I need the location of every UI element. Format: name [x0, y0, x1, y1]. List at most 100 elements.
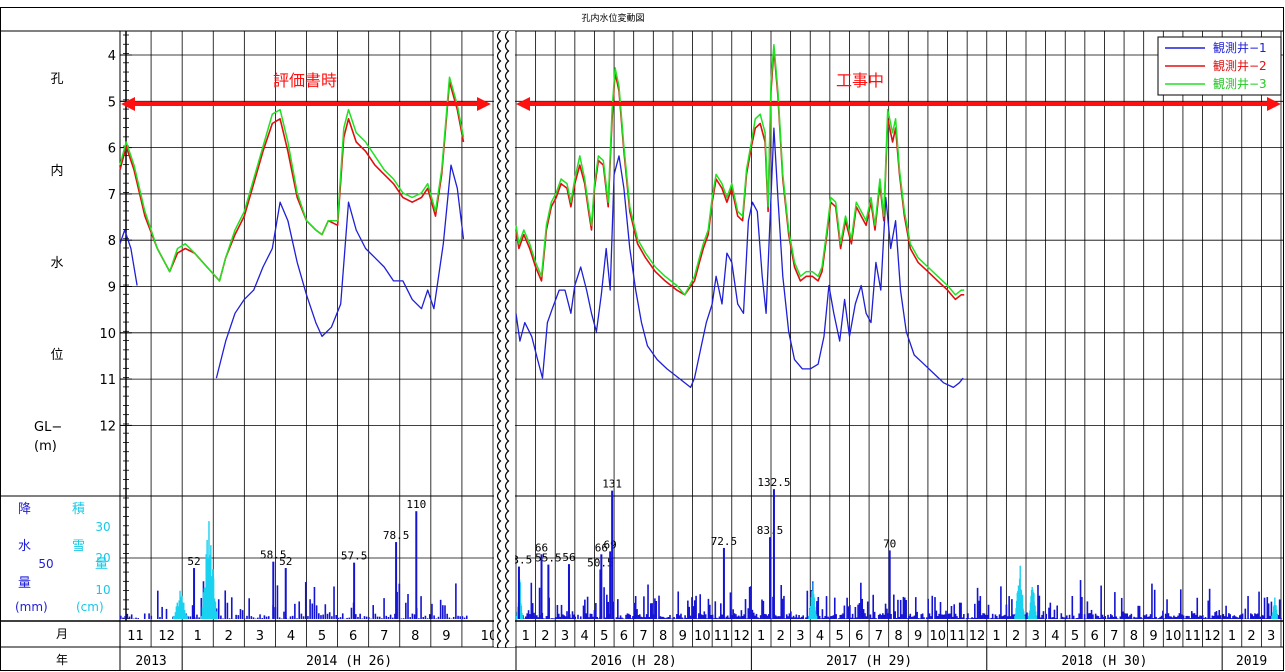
snow-bar	[520, 605, 523, 619]
rain-bar	[313, 586, 316, 619]
rain-bar	[1104, 616, 1107, 619]
rain-bar	[916, 611, 918, 619]
rain-bar	[689, 615, 692, 619]
rain-bar	[239, 609, 242, 619]
rain-bar	[684, 615, 686, 619]
rain-bar	[1119, 616, 1122, 619]
rain-bar	[931, 595, 934, 619]
rain-bar	[743, 614, 745, 619]
rain-bar	[1098, 617, 1101, 619]
rain-bar	[1024, 614, 1027, 619]
rain-bar	[1009, 616, 1012, 619]
rain-bar	[939, 602, 942, 619]
rain-bar	[880, 615, 883, 619]
rain-bar	[816, 601, 818, 619]
rain-bar	[710, 615, 712, 619]
snow-bar	[521, 615, 524, 619]
rain-bar	[1079, 580, 1082, 619]
rain-bar	[898, 616, 901, 619]
year-label: 2017 (H 29)	[826, 654, 912, 669]
snow-label-char-2: 雪	[72, 539, 85, 554]
rain-bar	[840, 614, 843, 619]
rain-bar	[902, 596, 905, 619]
rain-bar	[402, 618, 405, 619]
rain-bar	[411, 613, 414, 619]
rain-bar	[735, 614, 737, 619]
month-label: 6	[620, 629, 628, 644]
rain-bar	[695, 595, 697, 619]
rain-bar	[895, 617, 898, 619]
rain-bar	[975, 617, 977, 619]
period-arrow-assessment-head-left	[121, 97, 135, 111]
rain-bar	[526, 613, 528, 619]
rain-bar	[1053, 609, 1056, 619]
rain-bar	[991, 613, 994, 619]
snow-bar	[176, 602, 178, 619]
rain-bar	[1087, 613, 1090, 619]
rain-bar	[250, 616, 253, 619]
rain-bar	[949, 613, 951, 619]
month-label: 10	[694, 629, 711, 644]
rain-bar	[861, 598, 864, 619]
axis-break-right	[504, 30, 510, 652]
rain-bar	[796, 617, 799, 619]
rain-bar	[590, 613, 593, 619]
snow-bar	[202, 592, 205, 619]
rain-bar	[1137, 605, 1140, 619]
month-label: 7	[639, 629, 647, 644]
rain-bar	[1083, 614, 1086, 619]
rain-tick-50: 50	[38, 557, 53, 571]
month-label: 2	[1247, 629, 1255, 644]
snow-bar	[1035, 615, 1038, 619]
rain-bar	[339, 617, 342, 619]
rain-bar	[1200, 615, 1203, 619]
rain-bar	[629, 614, 631, 619]
rain-bar	[673, 617, 675, 619]
rain-bar	[465, 615, 468, 619]
rain-bar	[636, 609, 638, 619]
rain-bar	[1188, 616, 1190, 619]
year-label: 2014 (H 26)	[306, 654, 392, 669]
rain-bar	[730, 615, 733, 619]
period-arrow-construction-head-left	[516, 97, 530, 111]
rain-bar	[241, 610, 244, 619]
rain-bar	[259, 614, 261, 619]
rain-bar	[1204, 617, 1207, 619]
rain-bar	[637, 615, 640, 619]
rain-bar	[1186, 615, 1189, 619]
rain-bar	[196, 614, 198, 619]
rain-bar	[1060, 613, 1063, 619]
rain-bar	[677, 591, 680, 619]
month-label: 1	[522, 629, 530, 644]
rain-peak-label: 69	[604, 538, 617, 551]
month-label: 12	[733, 629, 750, 644]
rain-bar	[1041, 614, 1043, 619]
month-label: 11	[127, 629, 144, 644]
rain-bar	[860, 582, 862, 619]
rain-bar	[1226, 616, 1229, 619]
rain-bar	[965, 618, 968, 619]
rain-bar	[348, 617, 351, 619]
rain-peak-label: 72.5	[711, 535, 738, 548]
rain-bar	[407, 593, 409, 619]
month-label: 1	[1228, 629, 1236, 644]
rain-bar	[997, 618, 999, 619]
month-label: 5	[1071, 629, 1079, 644]
rain-bar	[226, 602, 229, 619]
rain-bar	[950, 605, 953, 619]
ylabel-char-4: 位	[50, 348, 63, 363]
rain-label-char-2: 水	[18, 539, 31, 554]
rain-bar	[1005, 604, 1008, 619]
rain-bar	[198, 617, 200, 619]
rain-bar	[1208, 588, 1211, 619]
rain-bar	[398, 583, 401, 619]
rain-bar	[634, 596, 637, 619]
rain-bar	[1195, 614, 1197, 619]
rain-bar	[405, 602, 407, 619]
rain-bar	[829, 616, 832, 619]
rain-bar	[835, 614, 837, 619]
rain-bar	[298, 601, 301, 619]
rain-bar	[765, 614, 767, 619]
rain-bar	[1077, 617, 1079, 619]
rain-label-char-1: 降	[18, 502, 31, 517]
